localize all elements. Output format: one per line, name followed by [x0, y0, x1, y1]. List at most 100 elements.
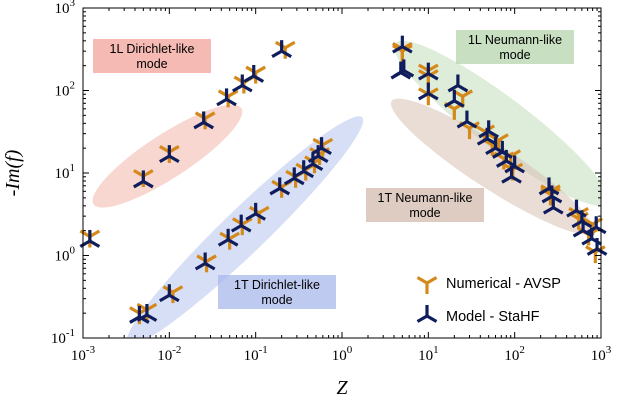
data-point [230, 214, 252, 233]
marker-arm [225, 98, 237, 107]
region-label-text: mode [136, 57, 167, 71]
marker-arm [582, 217, 594, 226]
marker-arm [572, 229, 584, 238]
marker-arm [509, 149, 522, 158]
marker-arm [284, 40, 296, 50]
marker-arm [278, 187, 291, 196]
marker-arm [283, 177, 296, 186]
marker-arm [142, 180, 154, 189]
marker-arm [461, 89, 474, 98]
data-point [392, 35, 413, 54]
data-point [393, 59, 415, 78]
marker-arm [447, 84, 459, 93]
marker-arm [252, 74, 265, 83]
marker-arm [146, 313, 158, 322]
marker-arm [254, 65, 266, 74]
marker-arm [487, 129, 500, 139]
region-label-text: mode [409, 206, 440, 220]
marker-arm [541, 195, 553, 204]
marker-arm [168, 154, 180, 164]
marker-arm [581, 237, 593, 246]
data-point [418, 62, 439, 81]
marker-arm [227, 89, 239, 98]
marker-arm [501, 150, 513, 159]
marker-arm [476, 137, 488, 146]
marker-arm [427, 72, 439, 81]
marker-arm [426, 276, 438, 285]
marker-arm [293, 177, 305, 186]
marker-arm [392, 45, 404, 54]
marker-arm [254, 212, 266, 221]
data-point [217, 228, 239, 247]
data-point [492, 140, 513, 159]
marker-arm [585, 225, 598, 235]
marker-arm [596, 247, 608, 256]
marker-arm [453, 99, 465, 108]
marker-arm [586, 247, 598, 256]
marker-arm [231, 84, 244, 93]
marker-arm [571, 219, 583, 229]
marker-arm [302, 169, 315, 179]
marker-arm [443, 99, 456, 108]
data-point [586, 237, 608, 256]
marker-arm [311, 146, 323, 156]
marker-arm [79, 239, 91, 248]
marker-arm [136, 313, 148, 322]
marker-arm [193, 121, 205, 130]
marker-arm [416, 276, 428, 285]
marker-arm [322, 137, 334, 147]
marker-arm [427, 92, 439, 101]
x-axis-title: Z [336, 377, 348, 399]
marker-arm [271, 49, 283, 59]
marker-arm [216, 98, 228, 107]
marker-arm [312, 162, 324, 172]
marker-arm [552, 206, 564, 215]
marker-arm [293, 169, 305, 179]
marker-arm [513, 165, 525, 174]
region-label-box [218, 275, 336, 309]
data-point [501, 165, 522, 184]
x-tick-label: 10-3 [71, 344, 96, 364]
data-point [159, 284, 180, 303]
marker-arm [205, 254, 217, 263]
mode-region-ellipse [394, 40, 601, 206]
marker-arm [566, 209, 578, 218]
data-point [541, 185, 563, 204]
marker-arm [217, 238, 229, 247]
x-tick-label: 101 [418, 344, 439, 364]
data-point [159, 145, 180, 164]
axes: 10-3 10-2 10-1 100 101 102 103 10-1 100 101 102 103 [51, 0, 612, 364]
marker-arm [194, 262, 206, 271]
region-label-text: 1T Neumann-like [378, 191, 473, 205]
data-point [311, 137, 332, 156]
marker-arm [269, 187, 281, 196]
x-tick-label: 100 [332, 344, 353, 364]
marker-arm [551, 195, 563, 204]
region-label-text: mode [261, 293, 292, 307]
marker-arm [302, 162, 314, 172]
region-label-box [456, 30, 574, 64]
data-point [231, 74, 253, 93]
legend-label: Model - StaHF [446, 309, 540, 325]
data-point [416, 276, 438, 294]
marker-arm [510, 175, 522, 184]
y-tick-label: 102 [55, 80, 76, 100]
data-point [269, 177, 291, 196]
marker-arm [129, 315, 141, 324]
marker-arm [258, 205, 270, 215]
marker-arm [230, 224, 243, 233]
data-point [443, 89, 465, 108]
y-axis-title: -Im(f) [2, 149, 24, 196]
marker-arm [486, 137, 498, 146]
marker-arm [168, 293, 180, 303]
x-tick-label: 103 [591, 344, 612, 364]
data-point [245, 202, 266, 221]
marker-arm [204, 262, 216, 271]
marker-arm [495, 159, 508, 168]
marker-arm [401, 45, 413, 54]
data-point [418, 82, 439, 101]
data-point [243, 64, 265, 83]
marker-arm [307, 154, 319, 164]
